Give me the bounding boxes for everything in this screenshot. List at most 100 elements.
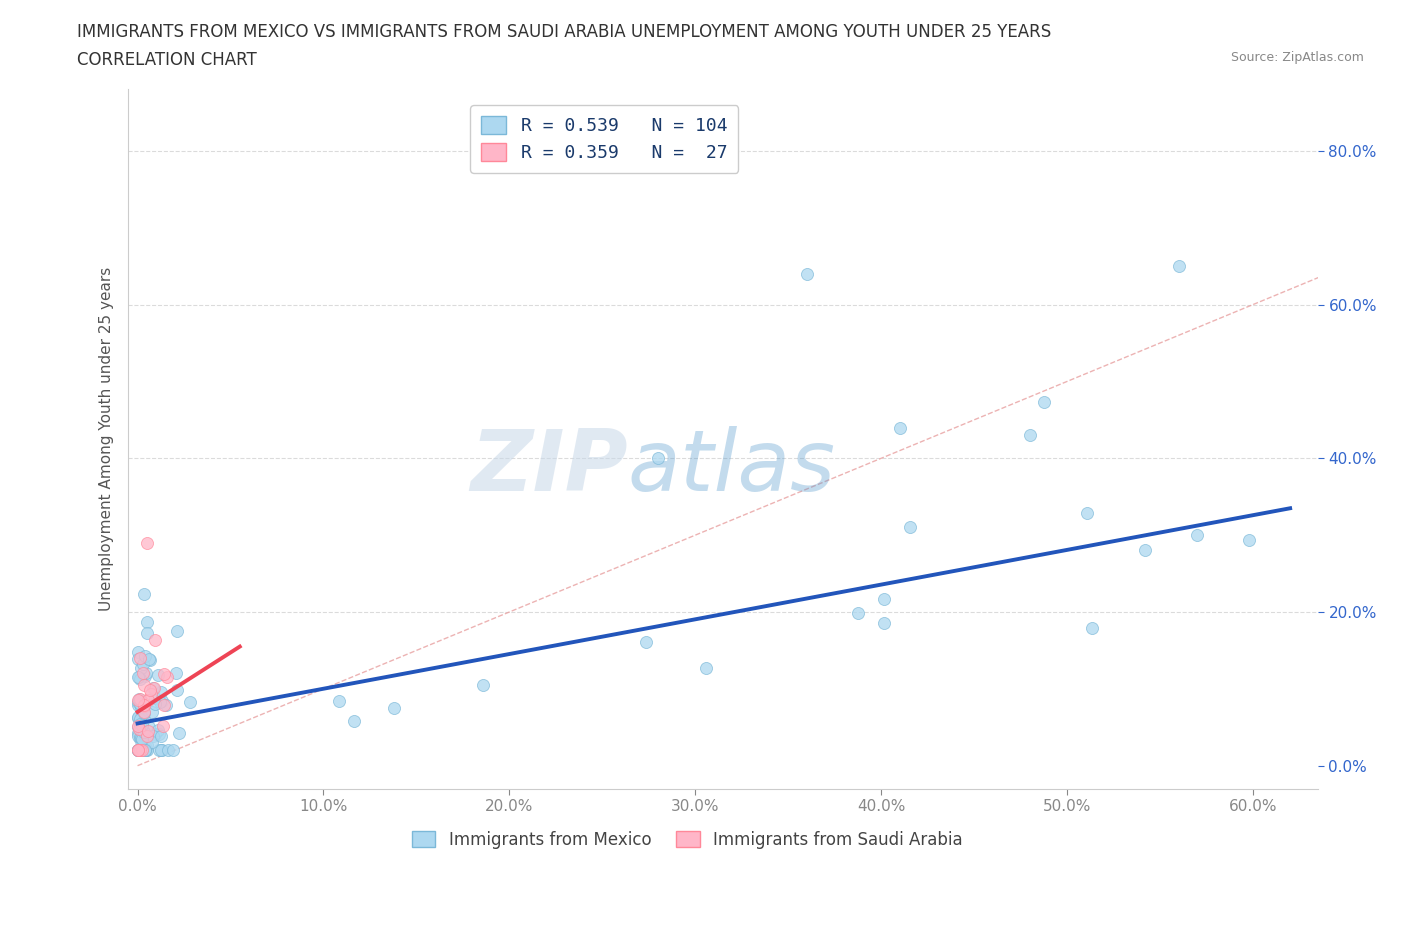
Point bbox=[129, 727, 152, 742]
Point bbox=[166, 682, 188, 697]
Point bbox=[138, 720, 160, 735]
Point bbox=[135, 666, 157, 681]
Point bbox=[138, 652, 160, 667]
Point bbox=[1032, 394, 1054, 409]
Point bbox=[143, 681, 166, 696]
Point bbox=[127, 718, 149, 733]
Y-axis label: Unemployment Among Youth under 25 years: Unemployment Among Youth under 25 years bbox=[100, 267, 114, 611]
Point bbox=[141, 735, 163, 750]
Point bbox=[135, 536, 157, 551]
Point bbox=[129, 724, 152, 739]
Point bbox=[127, 743, 149, 758]
Point bbox=[134, 699, 156, 714]
Point bbox=[143, 697, 166, 711]
Point bbox=[127, 743, 149, 758]
Point bbox=[134, 743, 156, 758]
Point bbox=[150, 684, 173, 699]
Point bbox=[156, 743, 179, 758]
Point bbox=[1185, 528, 1208, 543]
Point bbox=[1133, 543, 1156, 558]
Point bbox=[134, 729, 156, 744]
Point bbox=[142, 680, 165, 695]
Point bbox=[128, 691, 150, 706]
Point bbox=[131, 743, 153, 758]
Point bbox=[148, 743, 170, 758]
Point bbox=[141, 705, 163, 720]
Point bbox=[128, 743, 150, 758]
Point bbox=[128, 743, 150, 758]
Point bbox=[143, 726, 166, 741]
Point bbox=[127, 743, 149, 758]
Point bbox=[149, 695, 172, 710]
Point bbox=[129, 731, 152, 746]
Point bbox=[153, 666, 176, 681]
Point bbox=[169, 725, 191, 740]
Point bbox=[136, 737, 159, 752]
Text: ZIP: ZIP bbox=[471, 426, 628, 509]
Point bbox=[1076, 506, 1098, 521]
Point bbox=[129, 699, 152, 714]
Point bbox=[136, 724, 159, 738]
Point bbox=[127, 743, 149, 758]
Point bbox=[148, 667, 170, 682]
Point bbox=[129, 716, 152, 731]
Point bbox=[143, 632, 166, 647]
Point bbox=[873, 616, 896, 631]
Point bbox=[128, 697, 150, 711]
Point bbox=[135, 615, 157, 630]
Text: IMMIGRANTS FROM MEXICO VS IMMIGRANTS FROM SAUDI ARABIA UNEMPLOYMENT AMONG YOUTH : IMMIGRANTS FROM MEXICO VS IMMIGRANTS FRO… bbox=[77, 23, 1052, 41]
Point bbox=[128, 669, 150, 684]
Point bbox=[162, 743, 184, 758]
Point bbox=[131, 743, 153, 758]
Point bbox=[128, 711, 150, 726]
Point bbox=[127, 743, 149, 758]
Point bbox=[127, 670, 149, 684]
Point bbox=[873, 591, 896, 606]
Point bbox=[152, 719, 174, 734]
Point bbox=[127, 644, 149, 659]
Point bbox=[127, 720, 149, 735]
Point bbox=[134, 743, 156, 758]
Point bbox=[134, 724, 156, 739]
Point bbox=[142, 729, 165, 744]
Point bbox=[155, 698, 177, 712]
Text: CORRELATION CHART: CORRELATION CHART bbox=[77, 51, 257, 69]
Point bbox=[165, 666, 187, 681]
Point bbox=[136, 729, 159, 744]
Point bbox=[129, 730, 152, 745]
Point bbox=[153, 698, 176, 712]
Point bbox=[134, 743, 156, 758]
Point bbox=[328, 694, 350, 709]
Point bbox=[131, 657, 153, 671]
Point bbox=[1167, 259, 1189, 273]
Point bbox=[1237, 533, 1260, 548]
Point bbox=[155, 670, 177, 684]
Point bbox=[128, 693, 150, 708]
Point bbox=[471, 677, 494, 692]
Point bbox=[166, 623, 188, 638]
Point bbox=[382, 701, 405, 716]
Point bbox=[1081, 620, 1104, 635]
Point bbox=[1018, 428, 1040, 443]
Point bbox=[132, 677, 155, 692]
Point bbox=[135, 743, 157, 758]
Point bbox=[127, 743, 149, 758]
Point bbox=[132, 704, 155, 719]
Point bbox=[132, 711, 155, 726]
Point bbox=[129, 721, 152, 736]
Point bbox=[134, 738, 156, 753]
Point bbox=[131, 731, 153, 746]
Point bbox=[129, 660, 152, 675]
Point bbox=[647, 451, 669, 466]
Point bbox=[134, 649, 156, 664]
Point bbox=[129, 671, 152, 686]
Point bbox=[139, 653, 162, 668]
Point bbox=[134, 698, 156, 712]
Point bbox=[634, 634, 657, 649]
Point bbox=[148, 726, 170, 741]
Point bbox=[127, 711, 149, 725]
Point bbox=[134, 743, 156, 758]
Point bbox=[150, 694, 173, 709]
Point bbox=[127, 743, 149, 758]
Text: Source: ZipAtlas.com: Source: ZipAtlas.com bbox=[1230, 51, 1364, 64]
